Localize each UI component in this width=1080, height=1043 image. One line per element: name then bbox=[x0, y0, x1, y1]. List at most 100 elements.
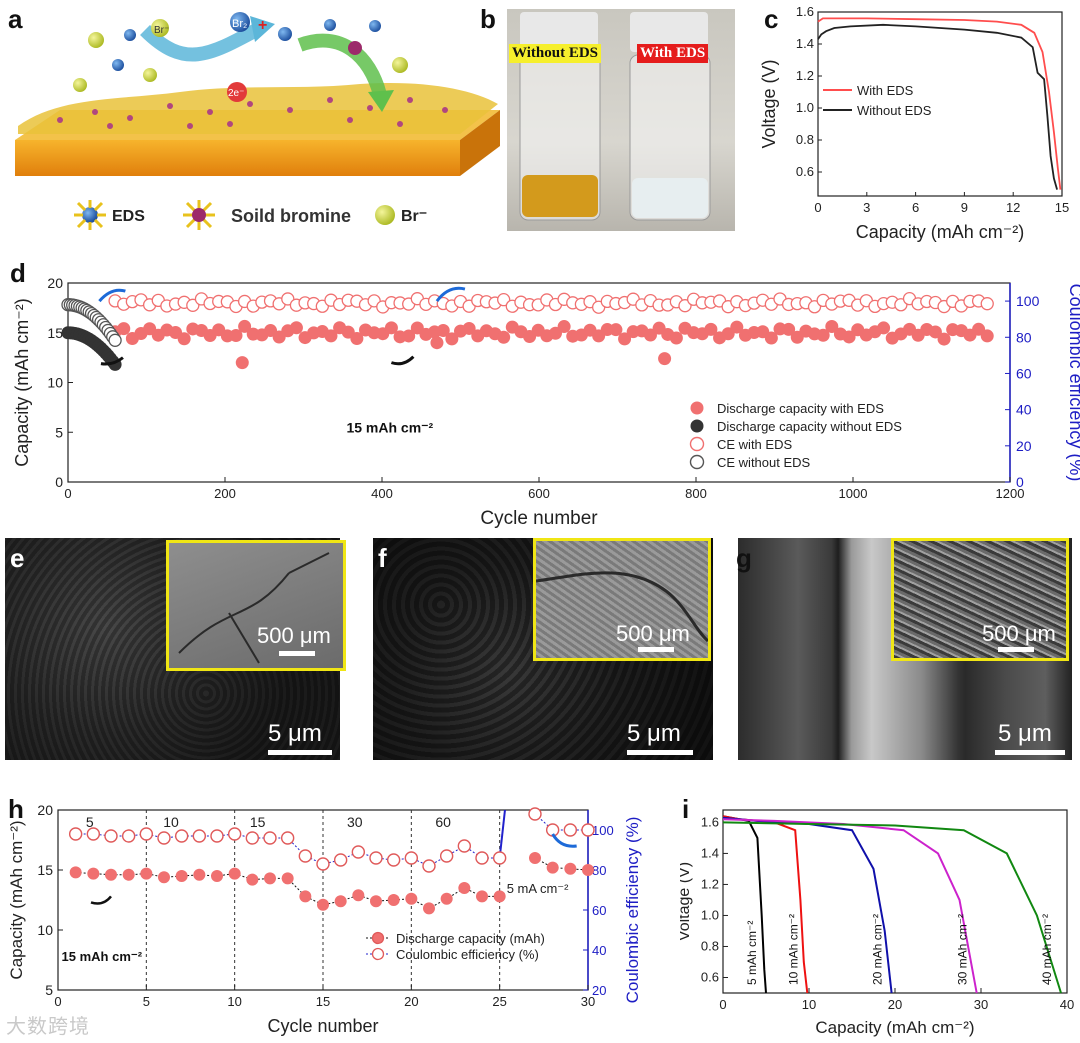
point-ce bbox=[298, 849, 313, 863]
legend-marker bbox=[690, 419, 704, 433]
y-tick-label: 0.8 bbox=[701, 938, 719, 953]
legend-label: Discharge capacity with EDS bbox=[717, 401, 884, 416]
point-ce bbox=[439, 849, 454, 863]
point-ce bbox=[280, 831, 295, 845]
point-capacity bbox=[175, 870, 188, 882]
scale-g: 5 μm bbox=[998, 720, 1052, 747]
watermark: 大数跨境 bbox=[6, 1014, 90, 1038]
point-discharge-with-eds bbox=[238, 319, 252, 333]
y2-tick-label: 40 bbox=[1016, 402, 1032, 418]
x-axis-label: Cycle number bbox=[267, 1016, 378, 1036]
y2-tick-label: 100 bbox=[592, 823, 614, 838]
x-tick-label: 25 bbox=[492, 994, 506, 1009]
y-tick-label: 0 bbox=[55, 474, 63, 490]
cycling-chart-d: 0 200 400 600 800 1000 12000510152002040608010… bbox=[12, 275, 1080, 529]
point-capacity bbox=[246, 873, 259, 886]
point-ce-with-eds bbox=[497, 293, 511, 307]
point-ce-without-eds bbox=[108, 333, 122, 347]
br-ion bbox=[73, 78, 87, 92]
label-with-eds: With EDS bbox=[637, 44, 709, 63]
fiber-layer bbox=[18, 82, 498, 134]
y-tick-label: 10 bbox=[47, 375, 63, 391]
x-tick-label: 10 bbox=[227, 994, 241, 1009]
x-tick-label: 600 bbox=[528, 486, 550, 501]
point-discharge-with-eds bbox=[557, 320, 571, 334]
eds-molecule bbox=[369, 20, 381, 32]
legend-br: Br⁻ bbox=[401, 208, 427, 225]
point-ce bbox=[351, 845, 366, 859]
legend-eds: EDS bbox=[112, 208, 145, 225]
panel-label-i: i bbox=[682, 794, 690, 824]
y-axis-label: Capacity (mAh cm⁻²) bbox=[7, 820, 26, 979]
point-capacity bbox=[211, 870, 223, 882]
panel-label-d: d bbox=[10, 258, 26, 288]
legend-marker bbox=[371, 931, 385, 945]
scale-f: 5 μm bbox=[627, 720, 681, 747]
x-tick-label: 1000 bbox=[839, 486, 868, 501]
ce-spike bbox=[498, 809, 506, 859]
series-line bbox=[817, 17, 1062, 190]
y-tick-label: 5 bbox=[55, 424, 63, 440]
br2-ion bbox=[230, 12, 250, 32]
plot-frame bbox=[67, 282, 1011, 483]
voltage-chart-i: 0 10 20 30 40 0.6 0.8 1.0 1.2 1.4 1.6 Capacity (mAh… bbox=[680, 809, 1074, 1037]
point-capacity bbox=[158, 871, 170, 884]
point-discharge-with-eds bbox=[782, 322, 796, 336]
plus-sign: + bbox=[258, 17, 267, 34]
series-label: 5 mAh cm⁻² bbox=[745, 921, 759, 985]
y-tick-label: 1.6 bbox=[701, 814, 719, 829]
point-discharge-with-eds bbox=[350, 332, 364, 346]
panel-g: g 500 μm 5 μm bbox=[730, 535, 1080, 765]
vial-cap-right bbox=[630, 12, 708, 52]
point-capacity bbox=[440, 892, 453, 905]
panel-a: a bbox=[0, 0, 500, 240]
point-capacity bbox=[546, 861, 559, 874]
y-axis-label: Voltage (V) bbox=[680, 862, 693, 941]
solid-bromine bbox=[348, 41, 362, 55]
point-ce bbox=[581, 823, 595, 837]
arrow-to-right-axis bbox=[98, 288, 126, 303]
annotation-5mA: 5 mA cm⁻² bbox=[507, 881, 569, 896]
point-ce bbox=[369, 851, 383, 865]
point-ce bbox=[245, 831, 260, 845]
x-tick-label: 1200 bbox=[996, 486, 1025, 501]
annotation-15mAh: 15 mAh cm⁻² bbox=[62, 949, 143, 964]
x-tick-label: 20 bbox=[404, 994, 418, 1009]
point-discharge-with-eds bbox=[980, 329, 994, 343]
point-ce bbox=[174, 829, 189, 843]
x-axis-label: Capacity (mAh cm⁻²) bbox=[815, 1018, 974, 1037]
series-label: 20 mAh cm⁻² bbox=[871, 914, 885, 985]
arrow-to-left-axis bbox=[390, 355, 415, 366]
x-tick-label: 30 bbox=[974, 997, 988, 1012]
point-capacity bbox=[334, 895, 347, 908]
panel-label-h: h bbox=[8, 794, 24, 824]
point-capacity bbox=[582, 864, 594, 876]
scale-e: 5 μm bbox=[268, 720, 322, 747]
point-capacity bbox=[529, 852, 541, 864]
series-label: 30 mAh cm⁻² bbox=[956, 914, 970, 985]
point-capacity bbox=[387, 894, 400, 906]
point-capacity bbox=[352, 889, 365, 902]
point-ce bbox=[422, 859, 436, 873]
panel-label-e: e bbox=[10, 543, 25, 573]
electron-ball bbox=[227, 82, 247, 102]
voltage-chart-c: 0 3 6 9 12 15 0.6 0.8 1.0 1.2 1.4 1.6 Capacity (mAh … bbox=[759, 4, 1069, 242]
point-capacity bbox=[87, 867, 100, 880]
legend-marker bbox=[690, 401, 704, 415]
x-tick-label: 0 bbox=[814, 200, 821, 215]
point-capacity bbox=[423, 902, 435, 915]
point-ce bbox=[333, 853, 348, 867]
panel-i: i 0 10 20 30 40 0.6 0.8 1.0 1.2 1.4 1.6 Capacity (m… bbox=[680, 790, 1080, 1043]
legend-label: CE without EDS bbox=[717, 455, 811, 470]
br-ion bbox=[143, 68, 157, 82]
x-tick-label: 30 bbox=[581, 994, 595, 1009]
panel-b: b Without EDS With EDS bbox=[480, 0, 740, 240]
x-tick-label: 10 bbox=[802, 997, 816, 1012]
point-capacity bbox=[299, 890, 312, 903]
point-discharge-with-eds bbox=[462, 321, 476, 335]
x-tick-label: 200 bbox=[214, 486, 236, 501]
y-tick-label: 1.2 bbox=[796, 68, 814, 83]
y-tick-label: 5 bbox=[45, 982, 53, 998]
legend-label: Coulombic efficiency (%) bbox=[396, 947, 539, 962]
point-capacity bbox=[228, 867, 241, 880]
